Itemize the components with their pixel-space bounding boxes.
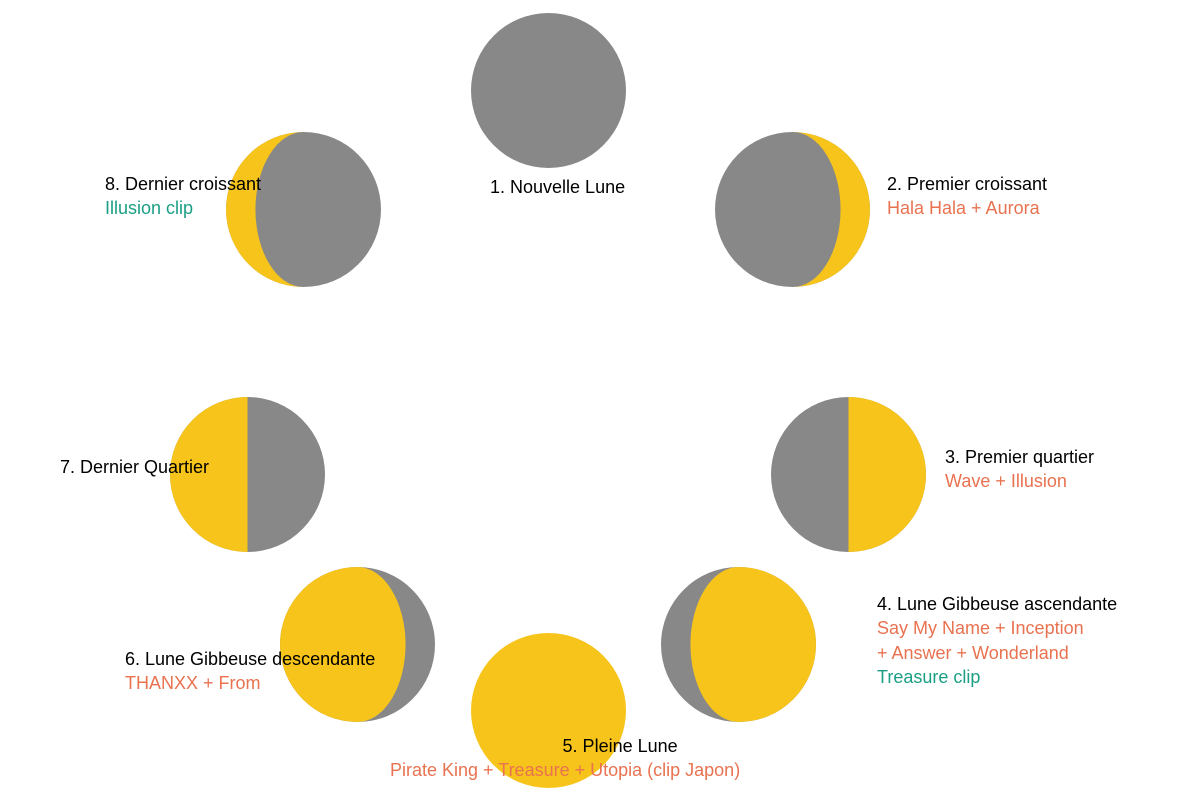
phase-orange-text: THANXX + From — [125, 671, 375, 695]
moon-phase-2 — [715, 132, 870, 287]
phase-teal-text: Treasure clip — [877, 665, 1117, 689]
phase-label-1: 1. Nouvelle Lune — [490, 175, 625, 199]
phase-orange-text: Wave + Illusion — [945, 469, 1094, 493]
phase-title: 2. Premier croissant — [887, 172, 1047, 196]
phase-orange-text: + Answer + Wonderland — [877, 641, 1117, 665]
moon-phase-6 — [280, 567, 435, 722]
phase-title: 1. Nouvelle Lune — [490, 175, 625, 199]
moon-phase-4 — [661, 567, 816, 722]
phase-label-3: 3. Premier quartierWave + Illusion — [945, 445, 1094, 494]
phase-orange-text: Pirate King + Treasure + Utopia (clip Ja… — [390, 758, 740, 782]
phase-title: 3. Premier quartier — [945, 445, 1094, 469]
phase-label-5: 5. Pleine LunePirate King + Treasure + U… — [390, 734, 740, 783]
phase-orange-text: Say My Name + Inception — [877, 616, 1117, 640]
phase-title: 7. Dernier Quartier — [60, 455, 209, 479]
phase-teal-text: Illusion clip — [105, 196, 261, 220]
phase-title: 8. Dernier croissant — [105, 172, 261, 196]
phase-label-7: 7. Dernier Quartier — [60, 455, 209, 479]
moon-phase-1 — [471, 13, 626, 168]
phase-title: 5. Pleine Lune — [500, 734, 740, 758]
phase-title: 6. Lune Gibbeuse descendante — [125, 647, 375, 671]
phase-orange-text: Hala Hala + Aurora — [887, 196, 1047, 220]
moon-phase-3 — [771, 397, 926, 552]
phase-label-4: 4. Lune Gibbeuse ascendanteSay My Name +… — [877, 592, 1117, 689]
phase-label-8: 8. Dernier croissantIllusion clip — [105, 172, 261, 221]
phase-label-2: 2. Premier croissantHala Hala + Aurora — [887, 172, 1047, 221]
phase-title: 4. Lune Gibbeuse ascendante — [877, 592, 1117, 616]
phase-label-6: 6. Lune Gibbeuse descendanteTHANXX + Fro… — [125, 647, 375, 696]
